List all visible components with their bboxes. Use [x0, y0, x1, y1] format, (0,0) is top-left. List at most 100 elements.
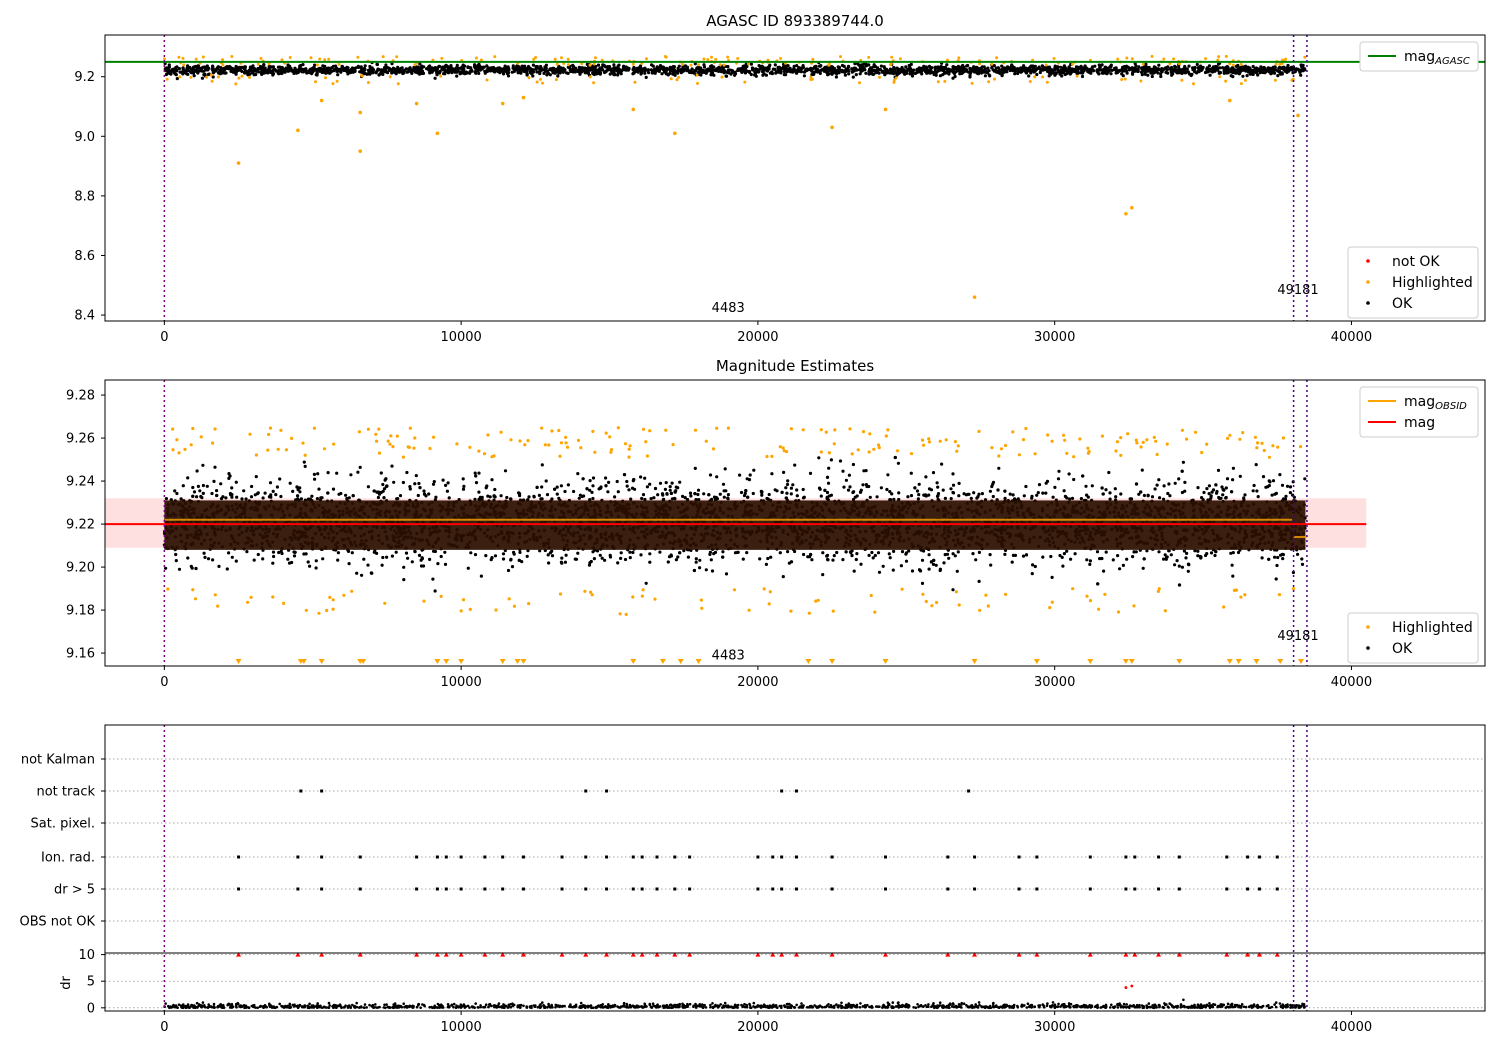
- ok-point: [917, 493, 921, 497]
- ok-point: [962, 65, 966, 69]
- highlighted-point: [718, 63, 722, 67]
- ok-point: [563, 489, 567, 494]
- highlighted-point: [1120, 78, 1124, 81]
- ok-point: [501, 72, 506, 76]
- ok-point: [362, 557, 366, 561]
- ok-point: [277, 72, 281, 76]
- ok-point: [1217, 71, 1221, 75]
- ok-point: [1118, 68, 1122, 72]
- ok-point: [595, 72, 600, 76]
- ok-point: [212, 479, 216, 483]
- ok-point: [331, 64, 336, 68]
- ok-point: [782, 69, 787, 74]
- ok-point: [852, 490, 856, 494]
- highlighted-point: [673, 131, 677, 136]
- ok-point: [785, 491, 789, 495]
- highlighted-point: [588, 75, 592, 79]
- ok-point: [915, 489, 920, 493]
- ok-point: [485, 64, 489, 68]
- ok-point: [547, 561, 551, 565]
- ok-point: [689, 69, 693, 73]
- ok-point: [1131, 72, 1135, 76]
- ok-point: [710, 569, 715, 573]
- highlighted-point: [706, 58, 710, 61]
- ok-point: [909, 62, 913, 66]
- highlighted-point: [388, 75, 392, 79]
- ok-point: [505, 495, 509, 500]
- ok-point: [211, 75, 215, 79]
- ok-point: [840, 68, 844, 72]
- ok-point: [1296, 67, 1300, 71]
- ok-point: [1248, 72, 1252, 76]
- ok-point: [900, 550, 905, 554]
- highlighted-point: [236, 161, 241, 165]
- ok-point: [909, 68, 913, 72]
- ok-point: [1033, 564, 1037, 569]
- highlighted-point: [592, 62, 596, 66]
- highlighted-point: [631, 107, 636, 112]
- ok-point: [201, 491, 205, 495]
- ok-point: [526, 67, 530, 71]
- ok-point: [1253, 70, 1257, 74]
- ok-point: [1059, 65, 1063, 69]
- ok-point: [644, 75, 648, 79]
- ok-point: [1234, 71, 1238, 75]
- ok-point: [651, 64, 655, 68]
- ok-point: [834, 75, 839, 79]
- ok-point: [976, 68, 980, 72]
- highlighted-point: [1071, 62, 1074, 66]
- highlighted-point: [987, 80, 991, 84]
- ok-point: [358, 70, 362, 74]
- ok-point: [415, 69, 419, 74]
- ok-point: [1222, 488, 1226, 492]
- ok-point: [1031, 68, 1035, 73]
- highlighted-point: [1116, 57, 1120, 61]
- ok-point: [981, 70, 985, 74]
- ok-point: [601, 68, 605, 72]
- ok-point: [323, 69, 327, 73]
- ok-point: [928, 68, 933, 72]
- ok-point: [870, 67, 874, 71]
- highlighted-point: [890, 55, 894, 59]
- ok-point: [812, 70, 817, 74]
- ok-point: [183, 69, 187, 73]
- ok-point: [1080, 70, 1084, 74]
- highlighted-point: [414, 101, 419, 106]
- ok-point: [185, 66, 189, 70]
- ok-point: [592, 68, 597, 72]
- ok-point: [892, 72, 896, 76]
- ok-point: [997, 466, 1001, 470]
- ok-point: [545, 493, 550, 497]
- ok-point: [977, 579, 981, 584]
- ok-point: [985, 71, 990, 75]
- ok-point: [538, 69, 542, 73]
- ok-point: [676, 66, 680, 70]
- ok-point: [1144, 62, 1148, 66]
- ok-point: [1207, 64, 1211, 68]
- ok-point: [276, 65, 280, 69]
- ok-point: [795, 488, 799, 492]
- ok-point: [1244, 67, 1248, 71]
- x-tick-label: 0: [160, 330, 168, 345]
- ok-point: [1022, 494, 1026, 498]
- ok-point: [688, 491, 693, 495]
- highlighted-point: [493, 55, 497, 59]
- panel1-ticks: 8.48.68.89.09.20 10000 20000 30000 40000: [74, 70, 1372, 345]
- ok-point: [1278, 69, 1282, 74]
- ok-point: [344, 68, 349, 73]
- ok-point: [246, 71, 250, 75]
- ok-point: [1035, 493, 1039, 497]
- ok-point: [1216, 62, 1221, 66]
- ok-point: [623, 557, 628, 562]
- ok-point: [676, 555, 680, 559]
- ok-point: [286, 557, 290, 561]
- ok-point: [975, 65, 979, 69]
- ok-point: [211, 66, 215, 70]
- ok-point: [915, 67, 919, 71]
- ok-point: [1010, 560, 1014, 564]
- highlighted-point: [839, 55, 842, 59]
- ok-point: [418, 62, 422, 66]
- ok-point: [378, 72, 382, 76]
- ok-point: [429, 70, 433, 74]
- ok-point: [534, 67, 538, 71]
